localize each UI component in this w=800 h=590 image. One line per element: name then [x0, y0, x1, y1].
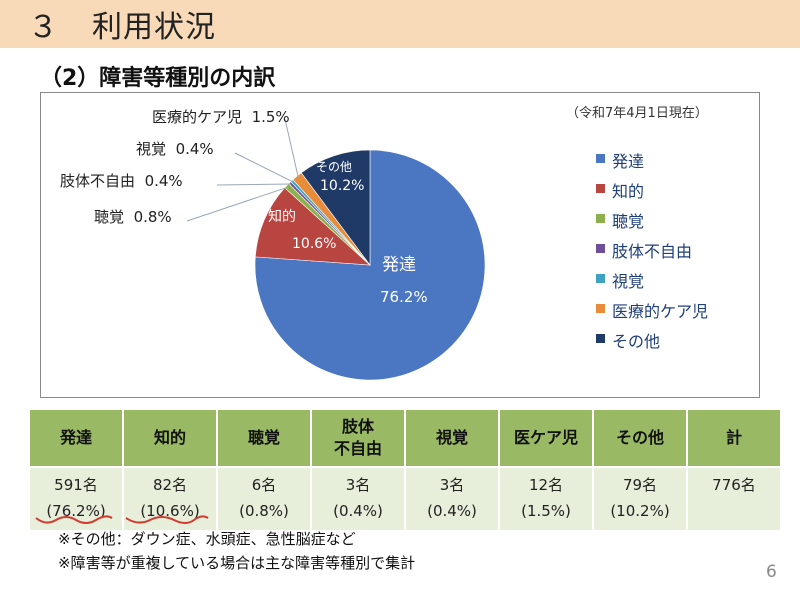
table-cell: 6名 (0.8%) — [216, 466, 312, 532]
slice-label-other-value: 10.2% — [320, 178, 365, 194]
slice-development — [254, 149, 486, 381]
header-band — [0, 0, 800, 48]
count-value: 3名 — [345, 476, 371, 494]
note-other: ※その他：ダウン症、水頭症、急性脳症など — [58, 530, 356, 548]
slice-label-development-value: 76.2% — [380, 288, 428, 306]
table-row: 591名 (76.2%) 82名 (10.6%) 6名 (0.8%) 3名 (0.4%)… — [28, 466, 782, 532]
slice-label-intellectual-value: 10.6% — [292, 236, 337, 252]
section-number: ３ — [28, 10, 58, 45]
leader-line — [234, 152, 294, 183]
legend-label: 聴覚 — [612, 212, 645, 231]
table-header-cell: その他 — [592, 408, 688, 468]
page-number: 6 — [766, 562, 777, 582]
count-value: 776名 — [712, 476, 756, 494]
count-value: 79名 — [622, 476, 658, 494]
table-cell: 12名 (1.5%) — [498, 466, 594, 532]
slice-label-hearing: 聴覚 0.8% — [94, 208, 172, 226]
date-note: （令和7年4月1日現在） — [566, 106, 708, 121]
handwritten-underline — [35, 515, 113, 524]
pie-chart — [186, 118, 486, 381]
percent-value: (0.8%) — [239, 502, 289, 520]
table-cell: 3名 (0.4%) — [404, 466, 500, 532]
count-value: 591名 — [54, 476, 98, 494]
leader-line — [216, 183, 292, 186]
legend-label: 知的 — [612, 182, 645, 201]
table-cell: 776名 — [686, 466, 782, 532]
table-header-row: 発達 知的 聴覚 肢体 不自由 視覚 医ケア児 その他 計 — [28, 408, 782, 468]
summary-table: 発達 知的 聴覚 肢体 不自由 視覚 医ケア児 その他 計 591名 (76.2%… — [28, 408, 782, 532]
leader-line — [284, 118, 299, 178]
table-cell: 3名 (0.4%) — [310, 466, 406, 532]
percent-value: (0.4%) — [427, 502, 477, 520]
legend-swatch — [596, 304, 605, 313]
table-header-cell: 計 — [686, 408, 782, 468]
slice-label-physical: 肢体不自由 0.4% — [60, 172, 183, 190]
legend-label: その他 — [612, 332, 661, 351]
slice-label-other-name: その他 — [316, 160, 353, 174]
slice-label-medical-care: 医療的ケア児 1.5% — [152, 108, 290, 126]
table-header-cell: 聴覚 — [216, 408, 312, 468]
legend-label: 視覚 — [612, 272, 645, 291]
count-value: 82名 — [152, 476, 188, 494]
slice-label-intellectual-name: 知的 — [268, 209, 296, 225]
percent-value: (0.4%) — [333, 502, 383, 520]
legend-swatch — [596, 184, 605, 193]
slice-label-vision: 視覚 0.4% — [136, 140, 214, 158]
count-value: 3名 — [439, 476, 465, 494]
percent-value: (10.2%) — [610, 502, 670, 520]
slice-label-development-name: 発達 — [382, 255, 416, 275]
table-cell: 82名 (10.6%) — [122, 466, 218, 532]
legend-swatch — [596, 154, 605, 163]
legend-label: 肢体不自由 — [612, 242, 693, 261]
chart-frame — [40, 92, 760, 398]
legend-label: 医療的ケア児 — [612, 302, 709, 321]
legend-swatch — [596, 274, 605, 283]
table-header-cell: 発達 — [28, 408, 124, 468]
count-value: 6名 — [251, 476, 277, 494]
table-header-cell: 知的 — [122, 408, 218, 468]
note-duplicate: ※障害等が重複している場合は主な障害等種別で集計 — [58, 554, 416, 572]
legend-swatch — [596, 214, 605, 223]
count-value: 12名 — [528, 476, 564, 494]
table-header-cell: 肢体 不自由 — [310, 408, 406, 468]
legend-swatch — [596, 334, 605, 343]
handwritten-underline — [125, 515, 209, 524]
legend-label: 発達 — [612, 152, 645, 171]
legend-swatch — [596, 244, 605, 253]
table-header-cell: 医ケア児 — [498, 408, 594, 468]
subtitle: （2）障害等種別の内訳 — [40, 66, 276, 91]
table-cell: 79名 (10.2%) — [592, 466, 688, 532]
percent-value: (76.2%) — [46, 502, 106, 520]
percent-value: (1.5%) — [521, 502, 571, 520]
leader-line — [186, 186, 289, 222]
slice-other — [300, 149, 371, 266]
table-header-cell: 視覚 — [404, 408, 500, 468]
section-title: 利用状況 — [92, 10, 216, 45]
percent-value: (10.6%) — [140, 502, 200, 520]
